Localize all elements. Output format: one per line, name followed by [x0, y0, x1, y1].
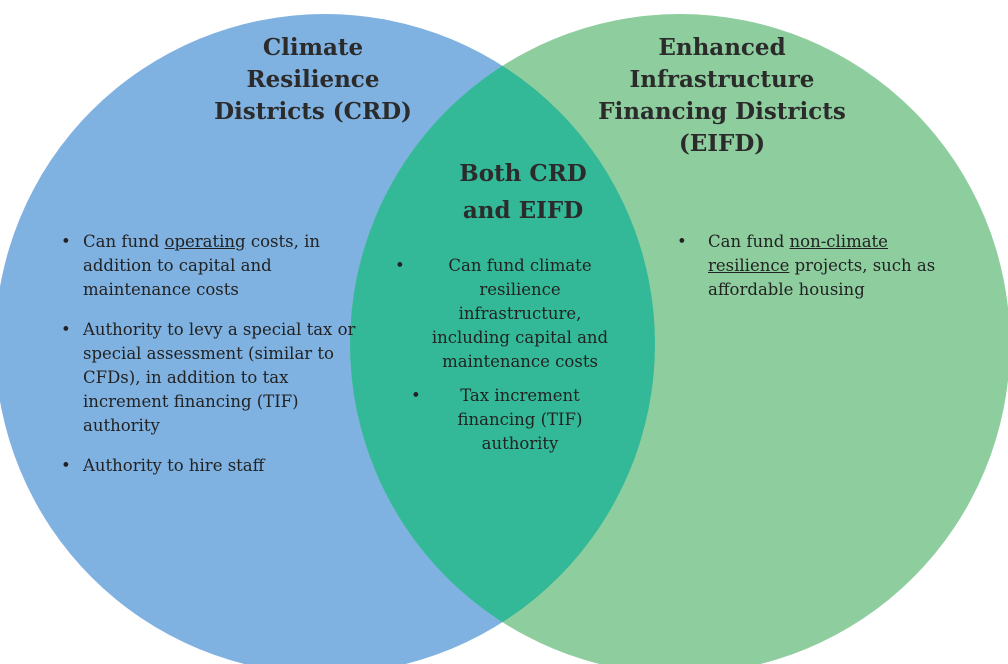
title-line: and EIFD [462, 197, 584, 224]
overlap [350, 14, 655, 664]
bullet: • Can fund non-climate resilience project… [677, 230, 948, 302]
bullet: • Authority to hire staff [61, 454, 375, 478]
bullet: • Can fund climate resilience infrastruct… [395, 254, 620, 374]
crd-title: Climate Resilience Districts (CRD) [163, 32, 463, 128]
bullet: • Tax increment financing (TIF) authority [411, 384, 620, 456]
bullet-text: operating [164, 232, 246, 251]
bullet-dot: • [395, 256, 405, 275]
bullet-text: Can fund [83, 232, 165, 251]
eifd-list: • Can fund non-climate resilience project… [677, 230, 948, 318]
eifd-title: Enhanced Infrastructure Financing District… [572, 32, 872, 160]
overlap-title: Both CRD and EIFD [423, 155, 623, 229]
bullet-text: projects, such as affordable housing [708, 256, 936, 299]
bullet-dot: • [677, 232, 687, 251]
bullet-dot: • [61, 320, 71, 339]
bullet-text: Authority to levy a special tax or speci… [83, 320, 356, 435]
title-line: Financing Districts [598, 98, 846, 125]
bullet-text: Tax increment financing (TIF) authority [457, 386, 583, 453]
bullet-text: Authority to hire staff [83, 456, 265, 475]
title-line: Both CRD [459, 160, 587, 187]
title-line: Resilience [246, 66, 380, 93]
title-line: Enhanced [658, 34, 786, 61]
title-line: Districts (CRD) [214, 98, 412, 125]
bullet-dot: • [61, 456, 71, 475]
title-line: Infrastructure [629, 66, 815, 93]
bullet-text: Can fund [708, 232, 790, 251]
overlap-list: • Can fund climate resilience infrastruct… [395, 254, 620, 466]
title-line: Climate [262, 34, 364, 61]
bullet-dot: • [411, 386, 421, 405]
bullet: • Can fund operating costs, in addition t… [61, 230, 375, 302]
bullet-text: Can fund climate resilience infrastructu… [431, 256, 609, 371]
bullet-text: non-climate resilience [708, 232, 888, 275]
bullet: • Authority to levy a special tax or spec… [61, 318, 375, 438]
bullet-text: costs, in addition to capital and mainte… [83, 232, 320, 299]
bullet-dot: • [61, 232, 71, 251]
crd-list: • Can fund operating costs, in addition t… [61, 230, 375, 494]
title-line: (EIFD) [678, 130, 766, 157]
